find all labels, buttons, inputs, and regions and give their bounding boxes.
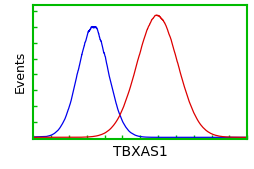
Y-axis label: Events: Events — [14, 51, 27, 93]
X-axis label: TBXAS1: TBXAS1 — [113, 145, 167, 159]
